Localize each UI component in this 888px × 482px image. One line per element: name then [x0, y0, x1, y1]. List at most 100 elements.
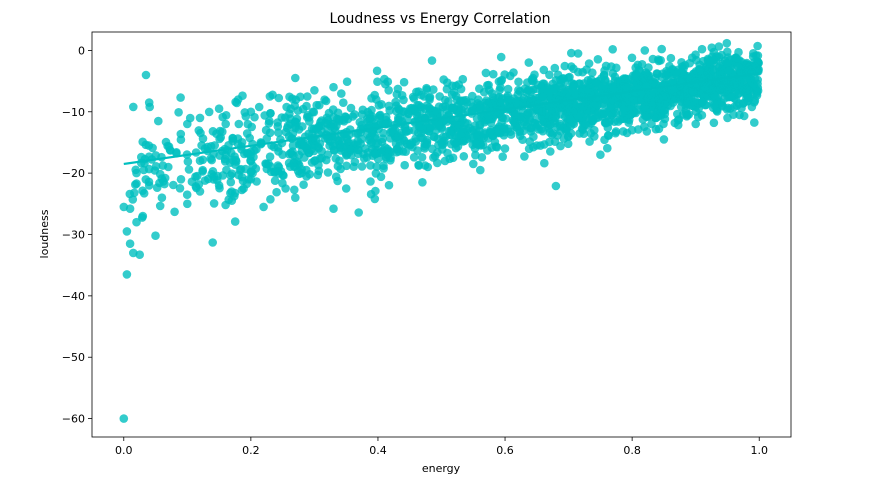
data-point: [132, 168, 141, 178]
data-point: [333, 161, 343, 171]
data-point: [208, 127, 218, 136]
data-point: [137, 152, 146, 162]
data-point: [753, 83, 763, 93]
data-point: [569, 64, 578, 74]
data-point: [646, 108, 656, 117]
data-point: [204, 107, 214, 117]
data-point: [226, 171, 235, 180]
data-point: [573, 49, 583, 58]
data-point: [612, 63, 621, 73]
data-point: [709, 100, 719, 110]
data-point: [575, 129, 584, 138]
data-point: [643, 91, 653, 100]
data-point: [246, 107, 256, 117]
data-point: [467, 98, 476, 107]
data-point: [221, 119, 230, 129]
data-point: [603, 123, 613, 132]
x-tick-label: 1.0: [750, 444, 768, 457]
data-point: [718, 101, 727, 110]
data-point: [676, 76, 685, 85]
data-point: [750, 98, 759, 107]
data-point: [164, 142, 174, 151]
data-point: [125, 239, 135, 248]
data-point: [475, 126, 484, 136]
data-point: [272, 187, 281, 197]
data-point: [169, 180, 178, 190]
data-point: [534, 125, 543, 134]
data-point: [558, 74, 567, 83]
data-point: [417, 124, 427, 134]
data-point: [266, 195, 275, 204]
data-point: [183, 119, 192, 129]
data-point: [254, 102, 264, 112]
data-point: [593, 55, 603, 64]
data-point: [432, 107, 442, 116]
data-point: [728, 58, 738, 68]
data-point: [429, 132, 439, 141]
data-point: [274, 128, 283, 137]
data-point: [458, 127, 467, 137]
data-point: [526, 124, 536, 133]
data-point: [170, 207, 179, 217]
data-point: [138, 137, 147, 147]
data-point: [532, 141, 542, 150]
data-point: [391, 139, 401, 148]
data-point: [132, 179, 141, 188]
data-point: [214, 181, 224, 190]
data-point: [264, 159, 273, 168]
data-point: [528, 76, 537, 86]
data-point: [451, 143, 461, 153]
data-point: [500, 70, 510, 79]
y-tick-label: −20: [62, 167, 85, 180]
data-point: [151, 151, 161, 160]
data-point: [135, 250, 144, 259]
data-point: [450, 120, 460, 129]
data-point: [175, 184, 185, 193]
data-point: [328, 105, 338, 114]
data-point: [238, 176, 248, 186]
data-point: [209, 199, 219, 208]
data-point: [425, 92, 435, 102]
data-point: [335, 140, 345, 149]
data-point: [638, 115, 648, 124]
data-point: [292, 157, 302, 166]
y-tick-label: −10: [62, 106, 85, 119]
data-point: [576, 88, 585, 97]
data-point: [435, 92, 445, 101]
data-point: [545, 70, 554, 80]
data-point: [194, 126, 204, 135]
data-point: [290, 185, 299, 195]
data-point: [353, 145, 363, 155]
data-point: [477, 153, 487, 162]
data-point: [330, 123, 339, 133]
data-point: [227, 196, 237, 205]
data-point: [434, 118, 444, 127]
data-point: [310, 86, 319, 95]
data-point: [278, 170, 288, 180]
data-point: [384, 180, 394, 190]
data-point: [456, 84, 466, 94]
data-point: [403, 109, 413, 118]
data-point: [174, 108, 183, 117]
data-point: [291, 73, 300, 83]
data-point: [398, 133, 407, 143]
data-point: [511, 110, 520, 119]
data-point: [195, 187, 205, 196]
y-tick-label: −60: [62, 413, 85, 426]
data-point: [265, 152, 275, 161]
data-point: [523, 86, 533, 95]
data-point: [132, 217, 141, 227]
data-point: [489, 101, 499, 111]
data-point: [237, 138, 247, 147]
data-point: [366, 139, 376, 148]
data-point: [246, 156, 255, 165]
data-point: [291, 193, 300, 202]
data-point: [337, 89, 346, 98]
data-point: [350, 157, 360, 167]
data-point: [429, 153, 438, 162]
data-point: [509, 94, 519, 103]
data-point: [184, 165, 194, 174]
data-point: [539, 86, 548, 96]
data-point: [305, 170, 315, 179]
